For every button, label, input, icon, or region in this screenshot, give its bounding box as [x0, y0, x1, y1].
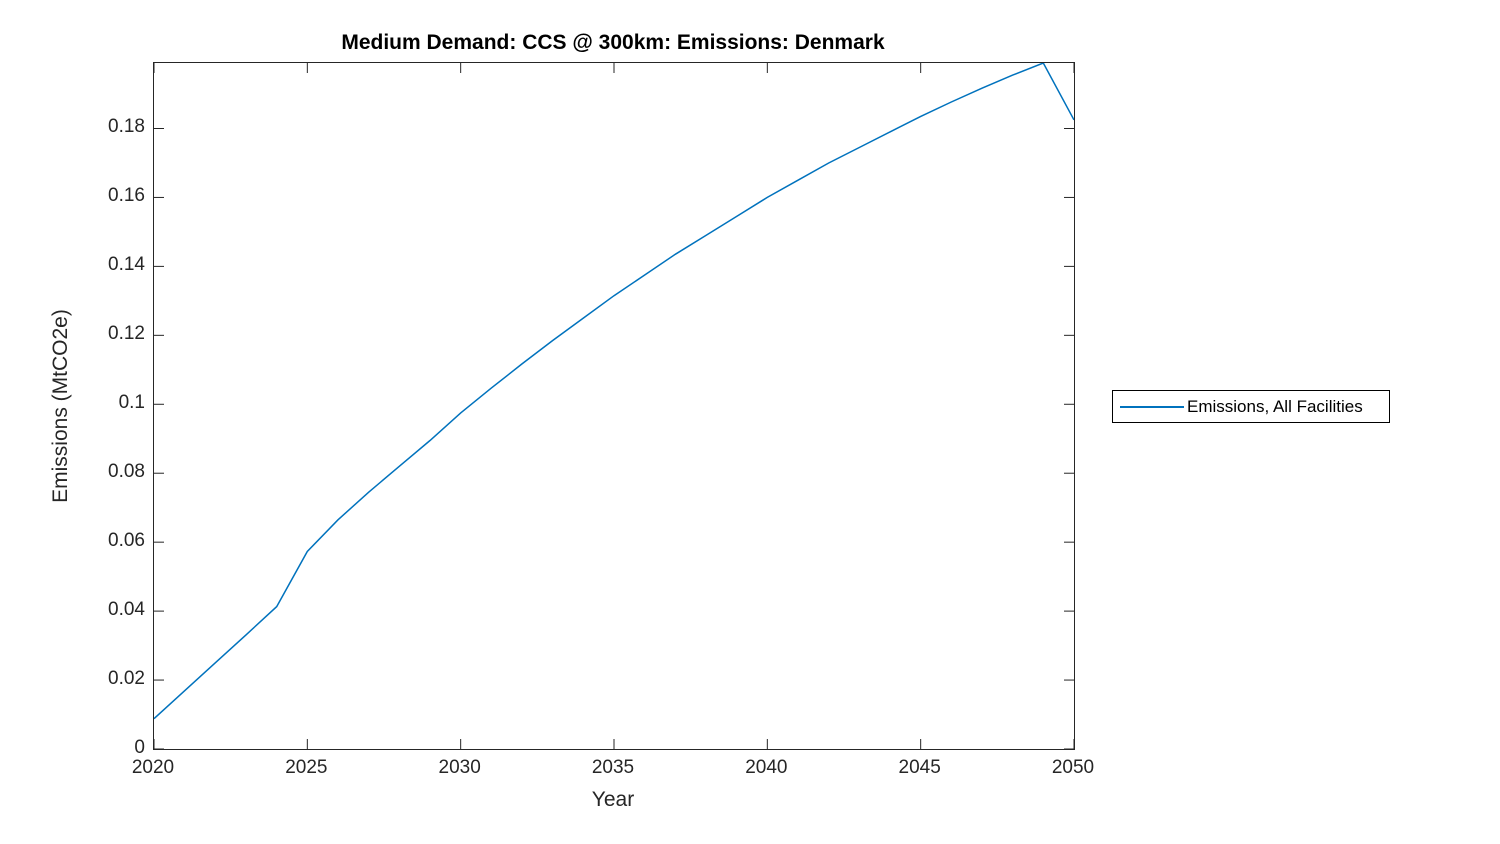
plot-area	[153, 62, 1075, 750]
y-tick-label: 0.16	[108, 185, 145, 207]
plot-canvas	[154, 63, 1074, 749]
y-tick-label: 0.04	[108, 599, 145, 621]
x-tick-label: 2050	[1051, 757, 1095, 778]
x-tick-label: 2020	[131, 757, 175, 778]
x-tick-label: 2045	[898, 757, 941, 778]
y-tick-label: 0	[134, 737, 145, 758]
y-axis-tick-labels: 0 0.02 0.04 0.06 0.08 0.1 0.12 0.14 0.16 0.18	[0, 62, 145, 758]
x-tick-label: 2025	[285, 757, 328, 778]
y-tick-label: 0.14	[108, 254, 145, 276]
chart-title: Medium Demand: CCS @ 300km: Emissions: D…	[341, 31, 885, 54]
x-tick-label: 2040	[745, 757, 788, 778]
y-tick-label: 0.02	[108, 668, 145, 690]
y-tick-label: 0.06	[108, 530, 145, 552]
y-tick-label: 0.1	[118, 392, 145, 414]
x-tick-label: 2030	[438, 757, 481, 778]
x-axis-label: Year	[591, 788, 635, 811]
y-axis-label: Emissions (MtCO2e)	[49, 309, 72, 503]
y-tick-label: 0.08	[108, 461, 145, 483]
series-line	[154, 63, 1074, 720]
legend: Emissions, All Facilities	[1112, 390, 1390, 423]
y-tick-label: 0.12	[108, 323, 145, 345]
y-tick-label: 0.18	[108, 116, 145, 138]
legend-line-sample-icon	[1120, 405, 1184, 408]
x-tick-label: 2035	[591, 757, 635, 778]
legend-label: Emissions, All Facilities	[1187, 396, 1363, 416]
x-axis-tick-labels: 2020 2025 2030 2035 2040 2045 2050	[132, 757, 1094, 781]
